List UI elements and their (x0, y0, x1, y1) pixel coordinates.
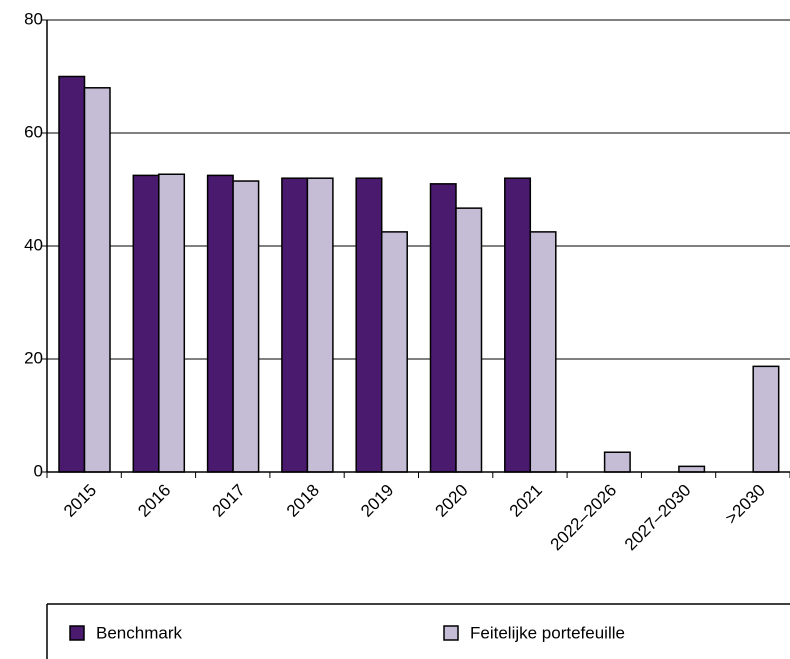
bar (206, 174, 234, 473)
x-tick-label: 2020 (431, 481, 471, 521)
y-tick-label: 60 (24, 122, 43, 141)
y-tick-label: 20 (24, 348, 43, 367)
bar (504, 177, 532, 473)
bar (429, 183, 457, 473)
legend-label: Feitelijke portefeuille (470, 623, 625, 642)
bar (380, 231, 408, 473)
legend-swatch (69, 625, 85, 641)
bar (455, 207, 483, 473)
y-tick-label: 0 (34, 461, 43, 480)
bar (158, 173, 186, 473)
bar (232, 180, 260, 473)
x-tick-label: 2015 (60, 481, 100, 521)
y-tick-label: 40 (24, 235, 43, 254)
bar (603, 451, 631, 473)
bar (752, 365, 780, 473)
bar (529, 231, 557, 473)
x-tick-label: 2021 (506, 481, 546, 521)
bar (58, 75, 86, 473)
bar (83, 87, 111, 473)
bar (306, 177, 334, 473)
bar (355, 177, 383, 473)
bar (132, 174, 160, 473)
x-tick-label: 2027–2030 (621, 481, 695, 555)
x-tick-label: 2019 (357, 481, 397, 521)
legend-swatch (443, 625, 459, 641)
bar (678, 465, 706, 473)
legend-label: Benchmark (96, 623, 182, 642)
x-tick-label: 2016 (134, 481, 174, 521)
x-tick-label: >2030 (722, 481, 769, 528)
y-tick-label: 80 (24, 9, 43, 28)
x-tick-label: 2017 (209, 481, 249, 521)
x-tick-label: 2022–2026 (547, 481, 621, 555)
bar (281, 177, 309, 473)
x-tick-label: 2018 (283, 481, 323, 521)
